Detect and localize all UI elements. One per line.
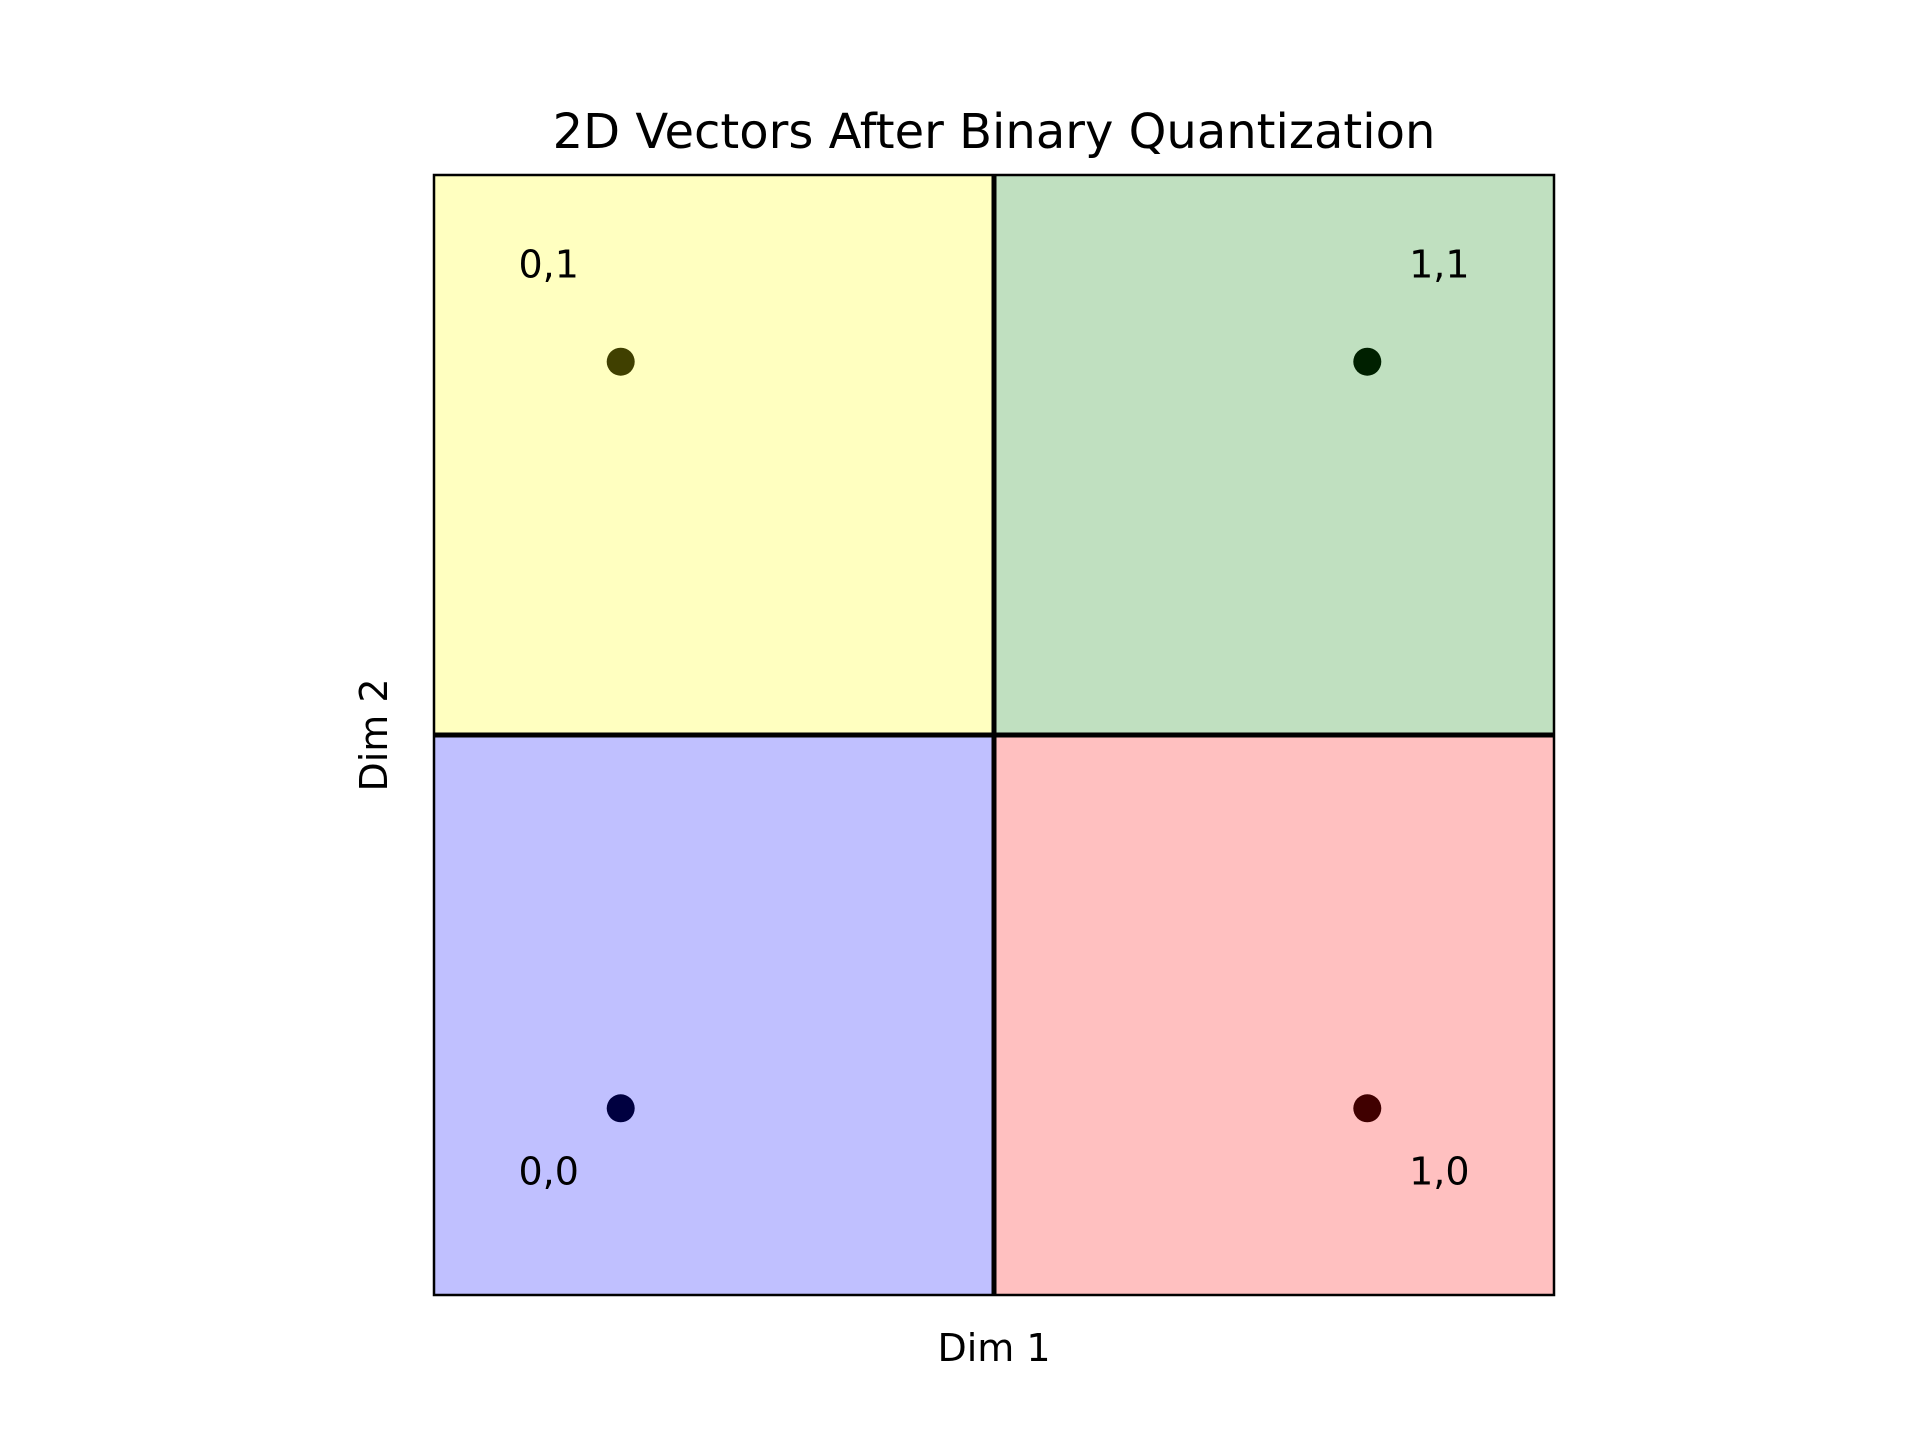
region-0-0: [434, 735, 994, 1295]
point-label-1-0: 1,0: [1409, 1149, 1469, 1193]
x-axis-label: Dim 1: [937, 1326, 1050, 1370]
y-axis-label: Dim 2: [352, 678, 396, 791]
plot-frame: [432, 173, 1556, 1297]
regions: [434, 175, 1554, 1295]
chart-title: 2D Vectors After Binary Quantization: [553, 104, 1436, 160]
region-1-1: [994, 175, 1554, 735]
point-1-1: [1353, 347, 1382, 376]
point-label-1-1: 1,1: [1409, 243, 1469, 287]
region-0-1: [434, 175, 994, 735]
point-label-0-0: 0,0: [518, 1149, 578, 1193]
region-1-0: [994, 735, 1554, 1295]
quadrant-dividers: [434, 175, 1554, 1295]
point-0-1: [606, 347, 635, 376]
point-labels: 0,0 1,0 0,1 1,1: [518, 243, 1469, 1194]
points: [606, 347, 1382, 1123]
point-1-0: [1353, 1094, 1382, 1123]
point-label-0-1: 0,1: [518, 243, 578, 287]
point-0-0: [606, 1094, 635, 1123]
